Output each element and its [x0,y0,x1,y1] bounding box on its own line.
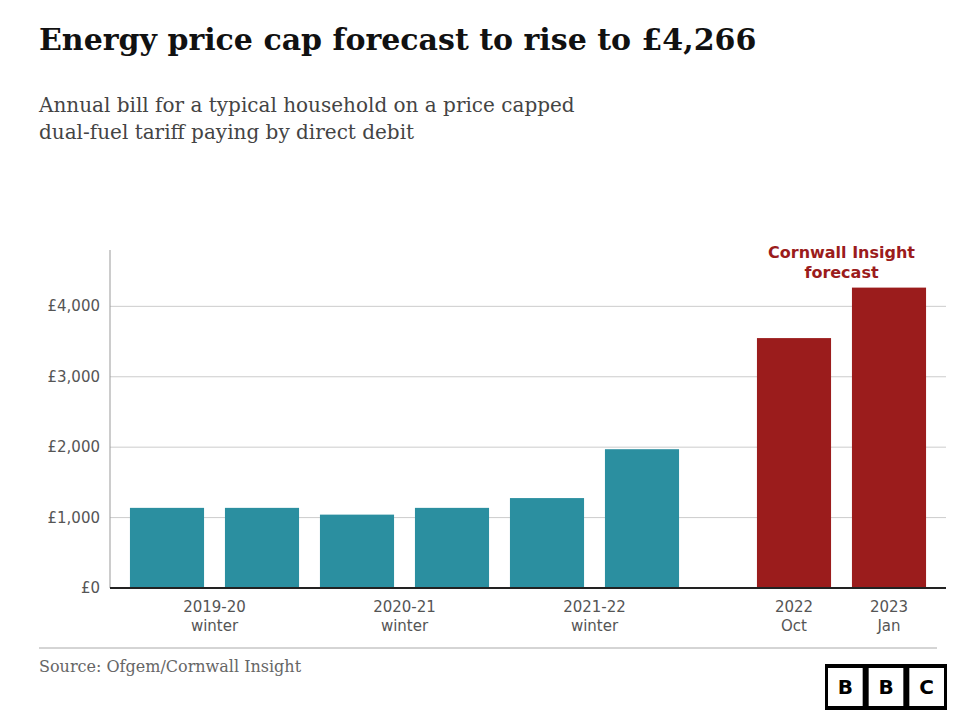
source: Source: Ofgem/Cornwall Insight [39,657,302,676]
background [0,0,976,716]
x-tick-label: 2020-21winter [373,598,436,635]
bar [605,449,679,588]
title: Energy price cap forecast to rise to £4,… [39,22,756,57]
text-line: dual-fuel tariff paying by direct debit [39,120,414,144]
text-line: Jan [876,617,900,635]
bar [320,515,394,588]
text-line: Annual bill for a typical household on a… [38,93,575,117]
text-line: Oct [781,617,807,635]
bar [130,508,204,588]
y-tick-label: £1,000 [48,509,101,527]
grid-line [110,306,946,307]
bar [852,288,926,588]
x-tick-label: 2023Jan [870,598,908,635]
y-grid [110,306,946,588]
text-line: 2022 [775,598,813,616]
logo-background [825,664,947,710]
grid-line [110,588,946,589]
logo-letter: B [878,675,893,699]
bar [757,338,831,588]
bar [510,498,584,588]
y-tick-label: £0 [81,579,100,597]
text-line: 2020-21 [373,598,436,616]
chart-svg: Energy price cap forecast to rise to £4,… [0,0,976,716]
logo-box [828,668,863,706]
text-line: Cornwall Insight [768,243,915,262]
bars [130,288,926,588]
logo-box [869,668,904,706]
logo-letter: B [838,675,853,699]
text-line: forecast [804,263,879,282]
text-line: 2019-20 [183,598,246,616]
x-tick-label: 2019-20winter [183,598,246,635]
annotation: Cornwall Insightforecast [768,243,915,282]
text-line: 2023 [870,598,908,616]
text-line: winter [571,617,619,635]
x-tick-label: 2022Oct [775,598,813,635]
bar [225,508,299,588]
logo-letter: C [919,675,934,699]
text-line: winter [381,617,429,635]
separator [39,648,937,649]
text-line: 2021-22 [563,598,626,616]
x-tick-label: 2021-22winter [563,598,626,635]
x-axis-line [110,587,946,589]
subtitle: Annual bill for a typical household on a… [38,93,575,144]
text-line: winter [191,617,239,635]
y-tick-label: £4,000 [48,297,101,315]
logo-box [909,668,944,706]
y-tick-label: £2,000 [48,438,101,456]
bar [415,508,489,588]
y-axis-line [110,250,111,588]
y-tick-label: £3,000 [48,368,101,386]
logo: BBC [825,664,947,710]
chart-container: Energy price cap forecast to rise to £4,… [0,0,976,716]
